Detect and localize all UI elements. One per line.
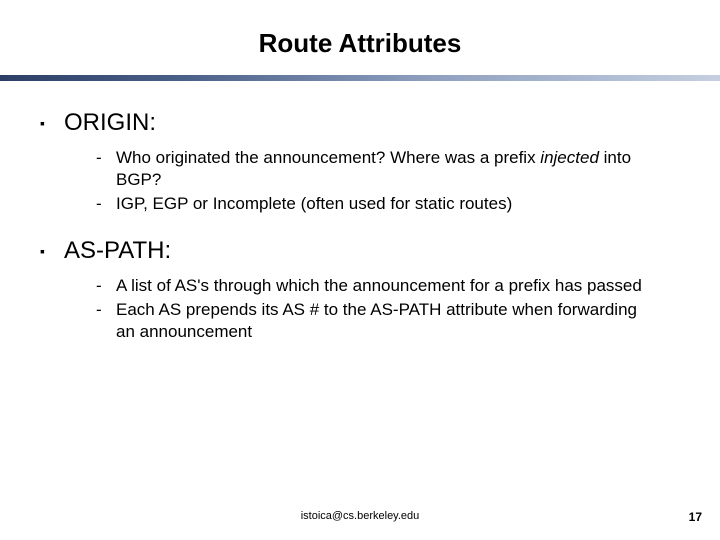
text-run: Who originated the announcement? Where w… — [116, 148, 540, 167]
dash-bullet-icon: - — [96, 275, 116, 297]
sub-list-aspath: - A list of AS's through which the annou… — [40, 275, 680, 343]
bullet-label: AS-PATH: — [64, 237, 171, 265]
sub-item: - A list of AS's through which the annou… — [96, 275, 660, 297]
sub-text: Each AS prepends its AS # to the AS-PATH… — [116, 299, 660, 343]
sub-item: - Who originated the announcement? Where… — [96, 147, 660, 191]
page-number: 17 — [689, 510, 702, 524]
dash-bullet-icon: - — [96, 299, 116, 321]
sub-text: A list of AS's through which the announc… — [116, 275, 642, 297]
sub-text: Who originated the announcement? Where w… — [116, 147, 660, 191]
dash-bullet-icon: - — [96, 193, 116, 215]
sub-text: IGP, EGP or Incomplete (often used for s… — [116, 193, 512, 215]
square-bullet-icon: ▪ — [40, 109, 64, 137]
text-run: A list of AS's through which the announc… — [116, 276, 642, 295]
bullet-origin: ▪ ORIGIN: — [40, 109, 680, 137]
content-area: ▪ ORIGIN: - Who originated the announcem… — [0, 81, 720, 343]
slide: Route Attributes ▪ ORIGIN: - Who origina… — [0, 0, 720, 540]
bullet-label: ORIGIN: — [64, 109, 156, 137]
text-run: IGP, EGP or Incomplete (often used for s… — [116, 194, 512, 213]
text-run: Each AS prepends its AS # to the AS-PATH… — [116, 300, 637, 341]
bullet-aspath: ▪ AS-PATH: — [40, 237, 680, 265]
sub-list-origin: - Who originated the announcement? Where… — [40, 147, 680, 215]
dash-bullet-icon: - — [96, 147, 116, 169]
sub-item: - IGP, EGP or Incomplete (often used for… — [96, 193, 660, 215]
sub-item: - Each AS prepends its AS # to the AS-PA… — [96, 299, 660, 343]
footer-text: istoica@cs.berkeley.edu — [0, 510, 720, 522]
text-run-italic: injected — [540, 148, 599, 167]
square-bullet-icon: ▪ — [40, 237, 64, 265]
slide-title: Route Attributes — [0, 0, 720, 69]
